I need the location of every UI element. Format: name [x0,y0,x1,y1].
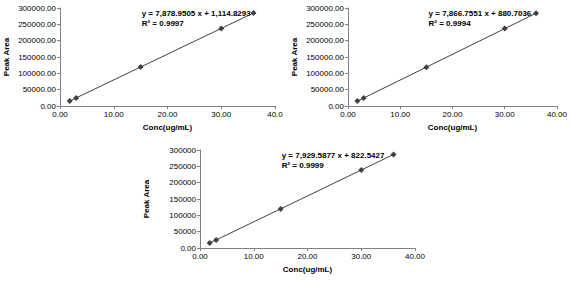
svg-text:40.00: 40.00 [547,110,568,119]
svg-text:20.00: 20.00 [297,252,318,261]
svg-text:y = 7,878.9505 x + 1,114.8293: y = 7,878.9505 x + 1,114.8293 [142,9,252,18]
svg-text:Conc(ug/mL): Conc(ug/mL) [428,123,478,132]
svg-text:100000.00: 100000.00 [18,69,56,78]
svg-text:150000.00: 150000.00 [18,53,56,62]
svg-text:150000.00: 150000.00 [306,53,344,62]
svg-text:0.00: 0.00 [40,101,56,111]
svg-text:Peak Area: Peak Area [142,179,151,218]
svg-text:10.00: 10.00 [390,110,411,119]
svg-text:200000: 200000 [169,178,196,187]
svg-text:20.00: 20.00 [442,110,463,119]
svg-text:200000.00: 200000.00 [18,36,56,45]
svg-text:Conc(ug/mL): Conc(ug/mL) [283,265,333,274]
svg-text:250000: 250000 [169,162,196,171]
svg-text:R² = 0.9994: R² = 0.9994 [429,19,472,28]
svg-text:250000.00: 250000.00 [18,20,56,29]
svg-text:20.00: 20.00 [157,110,178,119]
svg-text:100000: 100000 [169,211,196,220]
svg-text:40.00: 40.00 [405,252,426,261]
svg-text:150000: 150000 [169,195,196,204]
svg-text:y = 7,929.5877 x + 822.5427: y = 7,929.5877 x + 822.5427 [282,151,385,160]
svg-text:50000: 50000 [174,227,197,236]
svg-text:50000.00: 50000.00 [311,85,345,94]
svg-text:300000: 300000 [169,146,196,155]
svg-text:300000.00: 300000.00 [18,4,56,13]
svg-text:250000.00: 250000.00 [306,20,344,29]
svg-text:30.00: 30.00 [351,252,372,261]
svg-text:300000.00: 300000.00 [306,4,344,13]
svg-text:R² = 0.9999: R² = 0.9999 [282,161,325,170]
svg-text:0.00: 0.00 [180,243,196,253]
svg-text:0.00: 0.00 [192,252,208,261]
svg-text:30.00: 30.00 [211,110,232,119]
svg-text:y = 7,866.7551 x + 880.7036: y = 7,866.7551 x + 880.7036 [429,9,532,18]
svg-text:R² = 0.9997: R² = 0.9997 [142,19,185,28]
svg-text:10.00: 10.00 [244,252,265,261]
svg-text:0.00: 0.00 [328,101,344,111]
svg-text:100000.00: 100000.00 [306,69,344,78]
svg-text:Peak Area: Peak Area [2,37,11,76]
svg-text:200000.00: 200000.00 [306,36,344,45]
svg-text:0.00: 0.00 [340,110,356,119]
svg-text:50000.00: 50000.00 [23,85,57,94]
svg-text:10.00: 10.00 [104,110,125,119]
svg-text:40.0: 40.0 [267,110,283,119]
svg-text:0.00: 0.00 [52,110,68,119]
svg-text:Peak Area: Peak Area [290,37,299,76]
svg-text:30.00: 30.00 [495,110,516,119]
svg-text:Conc(ug/mL): Conc(ug/mL) [143,123,193,132]
